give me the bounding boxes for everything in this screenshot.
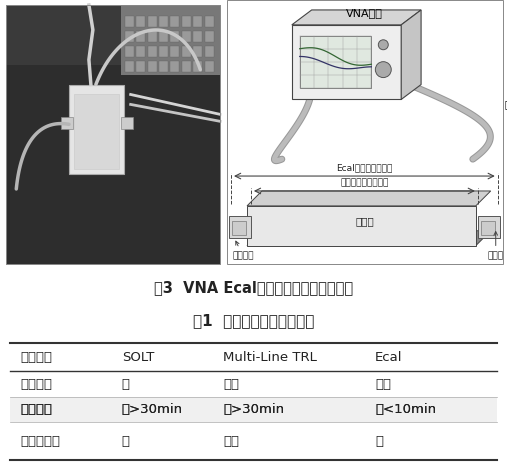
Text: 校准耗时: 校准耗时: [20, 403, 52, 416]
Bar: [300, 36, 371, 88]
Bar: [170, 16, 179, 27]
Bar: [227, 0, 502, 263]
Text: Multi-Line TRL: Multi-Line TRL: [223, 351, 317, 364]
Bar: [10, 397, 497, 422]
Text: 测试电缆: 测试电缆: [504, 100, 507, 109]
Text: 表1  不同校准方式的差异表: 表1 不同校准方式的差异表: [193, 313, 314, 329]
Text: VNA仪器: VNA仪器: [346, 8, 383, 18]
Bar: [148, 61, 157, 72]
Bar: [193, 16, 202, 27]
Bar: [193, 31, 202, 42]
Bar: [170, 31, 179, 42]
Bar: [121, 117, 133, 129]
Circle shape: [375, 62, 391, 78]
Bar: [125, 16, 134, 27]
Bar: [69, 85, 124, 174]
Text: 测试夹具: 测试夹具: [232, 241, 254, 260]
Text: 慢>30min: 慢>30min: [122, 403, 183, 416]
Bar: [7, 5, 220, 263]
Text: 高: 高: [375, 435, 383, 448]
Bar: [159, 31, 168, 42]
Text: SOLT: SOLT: [122, 351, 154, 364]
Bar: [170, 61, 179, 72]
Bar: [481, 221, 495, 235]
Polygon shape: [247, 191, 491, 206]
Bar: [205, 46, 214, 56]
Text: 被测件: 被测件: [488, 232, 504, 260]
Text: 校准耗时: 校准耗时: [20, 403, 52, 416]
Bar: [247, 206, 476, 246]
Bar: [61, 117, 73, 129]
Bar: [182, 31, 191, 42]
Bar: [7, 65, 220, 263]
Bar: [159, 46, 168, 56]
Bar: [205, 61, 214, 72]
Bar: [182, 61, 191, 72]
Bar: [125, 46, 134, 56]
Bar: [148, 16, 157, 27]
Bar: [125, 31, 134, 42]
Text: 快<10min: 快<10min: [375, 403, 437, 416]
Bar: [182, 16, 191, 27]
Text: Ecal校准至电缆末端: Ecal校准至电缆末端: [336, 163, 392, 172]
Bar: [136, 46, 145, 56]
Bar: [74, 94, 119, 169]
Text: 校准精度: 校准精度: [20, 377, 52, 391]
Bar: [136, 61, 145, 72]
Polygon shape: [247, 231, 491, 246]
Bar: [232, 221, 246, 235]
Text: 校准件价格: 校准件价格: [20, 435, 60, 448]
Text: 高: 高: [122, 377, 130, 391]
Bar: [7, 5, 220, 263]
Bar: [159, 61, 168, 72]
Bar: [148, 46, 157, 56]
Polygon shape: [401, 10, 421, 100]
Bar: [193, 61, 202, 72]
Bar: [205, 16, 214, 27]
Text: 图3  VNA Ecal方式校准图和测试示意图: 图3 VNA Ecal方式校准图和测试示意图: [154, 280, 353, 295]
Bar: [170, 46, 179, 56]
Circle shape: [378, 40, 388, 50]
Text: 校准方式: 校准方式: [20, 351, 52, 364]
Bar: [125, 61, 134, 72]
Text: 慢>30min: 慢>30min: [223, 403, 284, 416]
Text: 慢>30min: 慢>30min: [122, 403, 183, 416]
Bar: [136, 16, 145, 27]
Text: 慢>30min: 慢>30min: [223, 403, 284, 416]
Bar: [205, 31, 214, 42]
Bar: [292, 25, 401, 100]
Bar: [136, 31, 145, 42]
Text: 较高: 较高: [375, 377, 391, 391]
Polygon shape: [292, 10, 421, 25]
Bar: [193, 46, 202, 56]
Text: 较高: 较高: [223, 377, 239, 391]
Text: 快<10min: 快<10min: [375, 403, 437, 416]
Text: 高: 高: [122, 435, 130, 448]
Bar: [478, 216, 500, 238]
Bar: [121, 5, 220, 75]
Bar: [148, 31, 157, 42]
Text: 较低: 较低: [223, 435, 239, 448]
Bar: [229, 216, 251, 238]
Text: Ecal: Ecal: [375, 351, 403, 364]
Text: 去嵌入夹具电缆长度: 去嵌入夹具电缆长度: [340, 178, 388, 187]
Bar: [182, 46, 191, 56]
Bar: [159, 16, 168, 27]
Text: 传输线: 传输线: [355, 216, 374, 226]
